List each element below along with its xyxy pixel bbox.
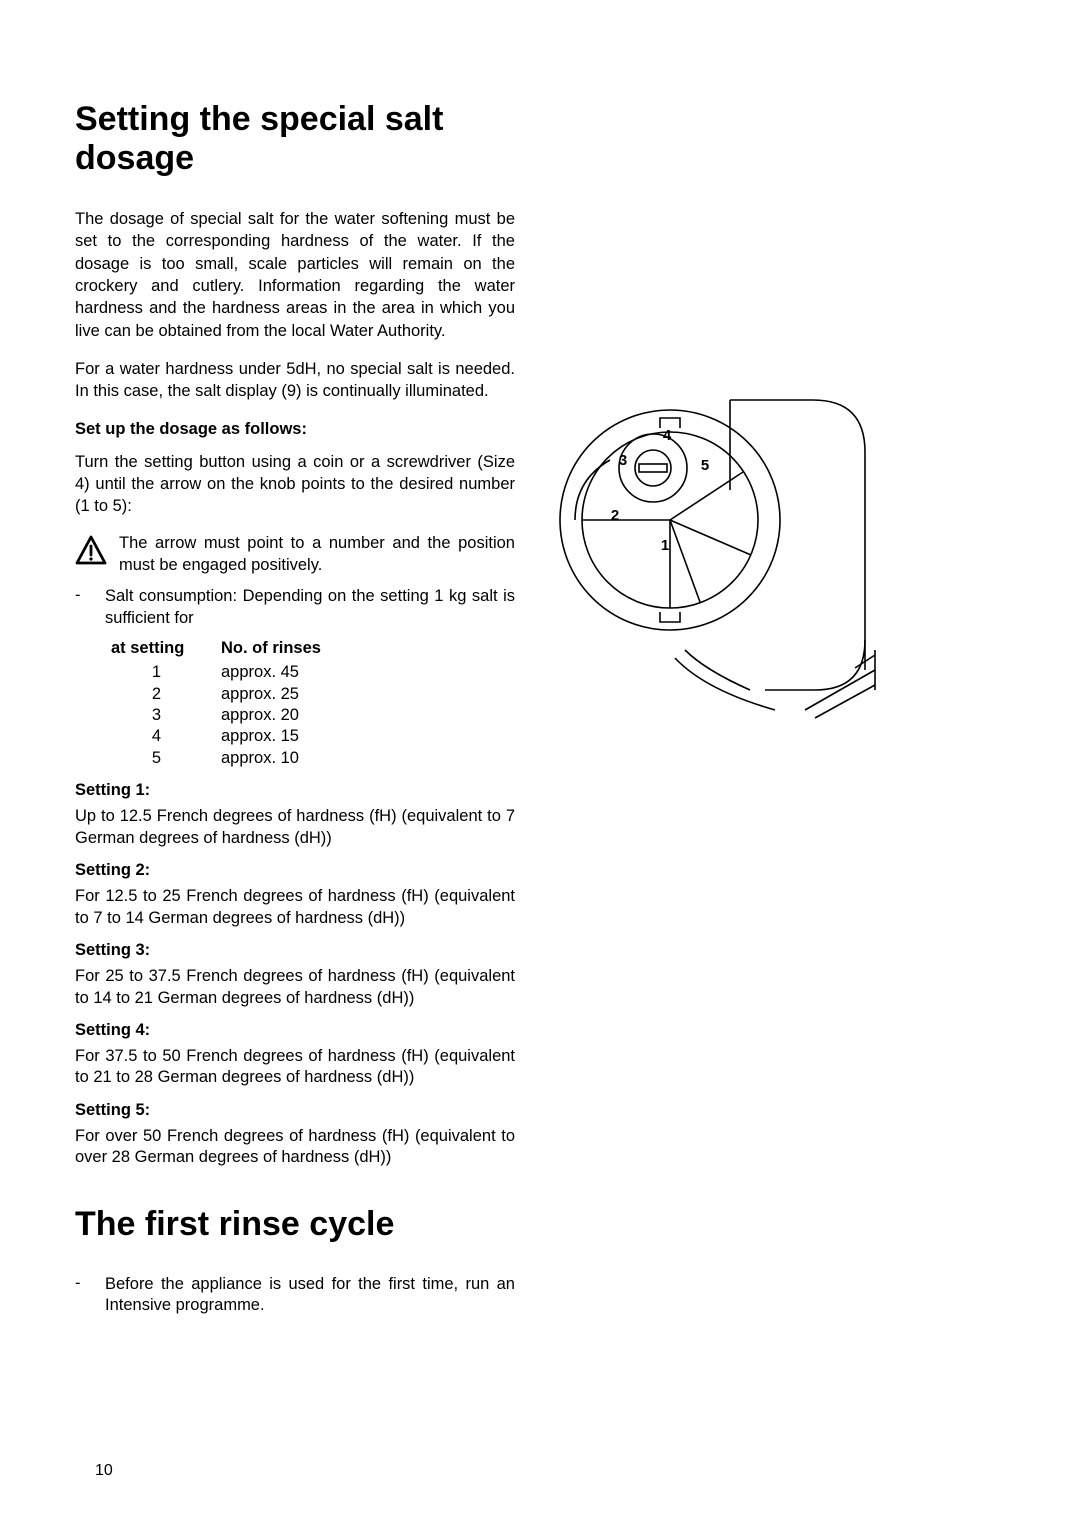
row-rinses: approx. 20 xyxy=(221,705,299,726)
salt-consumption-text: Salt consumption: Depending on the setti… xyxy=(105,586,515,629)
dial-label-1: 1 xyxy=(661,537,669,554)
first-rinse-bullet: - Before the appliance is used for the f… xyxy=(75,1274,515,1317)
setting-2: Setting 2: For 12.5 to 25 French degrees… xyxy=(75,861,515,929)
setting-label: Setting 1: xyxy=(75,781,515,800)
table-row: 3 approx. 20 xyxy=(111,705,515,726)
table-row: 2 approx. 25 xyxy=(111,684,515,705)
setting-label: Setting 5: xyxy=(75,1101,515,1120)
warning-text: The arrow must point to a number and the… xyxy=(119,533,515,576)
left-column: Setting the special salt dosage The dosa… xyxy=(75,100,515,1327)
table-row: 5 approx. 10 xyxy=(111,748,515,769)
table-row: 1 approx. 45 xyxy=(111,662,515,683)
warning-icon xyxy=(75,535,107,567)
first-rinse-text: Before the appliance is used for the fir… xyxy=(105,1274,515,1317)
page-number: 10 xyxy=(95,1462,113,1480)
row-setting: 3 xyxy=(141,705,161,726)
setting-label: Setting 2: xyxy=(75,861,515,880)
setting-label: Setting 3: xyxy=(75,941,515,960)
row-setting: 1 xyxy=(141,662,161,683)
rinse-table: at setting No. of rinses 1 approx. 45 2 … xyxy=(111,639,515,769)
table-header: at setting No. of rinses xyxy=(111,639,515,658)
setting-text: For 37.5 to 50 French degrees of hardnes… xyxy=(75,1046,515,1089)
setting-4: Setting 4: For 37.5 to 50 French degrees… xyxy=(75,1021,515,1089)
two-col-layout: Setting the special salt dosage The dosa… xyxy=(75,100,1005,1327)
header-rinses: No. of rinses xyxy=(221,639,321,658)
dial-label-4: 4 xyxy=(663,427,672,444)
salt-dosage-diagram: 1 2 3 4 5 xyxy=(555,390,885,720)
table-row: 4 approx. 15 xyxy=(111,726,515,747)
header-setting: at setting xyxy=(111,639,221,658)
intro-paragraph: The dosage of special salt for the water… xyxy=(75,208,515,342)
manual-page: Setting the special salt dosage The dosa… xyxy=(0,0,1080,1528)
heading-first-rinse: The first rinse cycle xyxy=(75,1205,515,1244)
setting-text: For over 50 French degrees of hardness (… xyxy=(75,1126,515,1169)
row-rinses: approx. 45 xyxy=(221,662,299,683)
setting-text: For 12.5 to 25 French degrees of hardnes… xyxy=(75,886,515,929)
bullet-dash: - xyxy=(75,1274,87,1317)
bullet-dash: - xyxy=(75,586,87,629)
setup-label: Set up the dosage as follows: xyxy=(75,418,515,440)
row-rinses: approx. 10 xyxy=(221,748,299,769)
row-rinses: approx. 25 xyxy=(221,684,299,705)
heading-salt-dosage: Setting the special salt dosage xyxy=(75,100,515,178)
salt-consumption-bullet: - Salt consumption: Depending on the set… xyxy=(75,586,515,629)
setting-label: Setting 4: xyxy=(75,1021,515,1040)
row-setting: 4 xyxy=(141,726,161,747)
row-rinses: approx. 15 xyxy=(221,726,299,747)
dial-label-2: 2 xyxy=(611,507,619,524)
row-setting: 2 xyxy=(141,684,161,705)
setting-5: Setting 5: For over 50 French degrees of… xyxy=(75,1101,515,1169)
turn-instruction: Turn the setting button using a coin or … xyxy=(75,451,515,518)
right-column: 1 2 3 4 5 xyxy=(555,100,1005,1327)
setting-1: Setting 1: Up to 12.5 French degrees of … xyxy=(75,781,515,849)
dial-label-3: 3 xyxy=(619,452,627,469)
row-setting: 5 xyxy=(141,748,161,769)
setting-text: For 25 to 37.5 French degrees of hardnes… xyxy=(75,966,515,1009)
hardness-note: For a water hardness under 5dH, no speci… xyxy=(75,358,515,403)
setting-3: Setting 3: For 25 to 37.5 French degrees… xyxy=(75,941,515,1009)
warning-row: The arrow must point to a number and the… xyxy=(75,533,515,576)
setting-text: Up to 12.5 French degrees of hardness (f… xyxy=(75,806,515,849)
dial-label-5: 5 xyxy=(701,457,709,474)
